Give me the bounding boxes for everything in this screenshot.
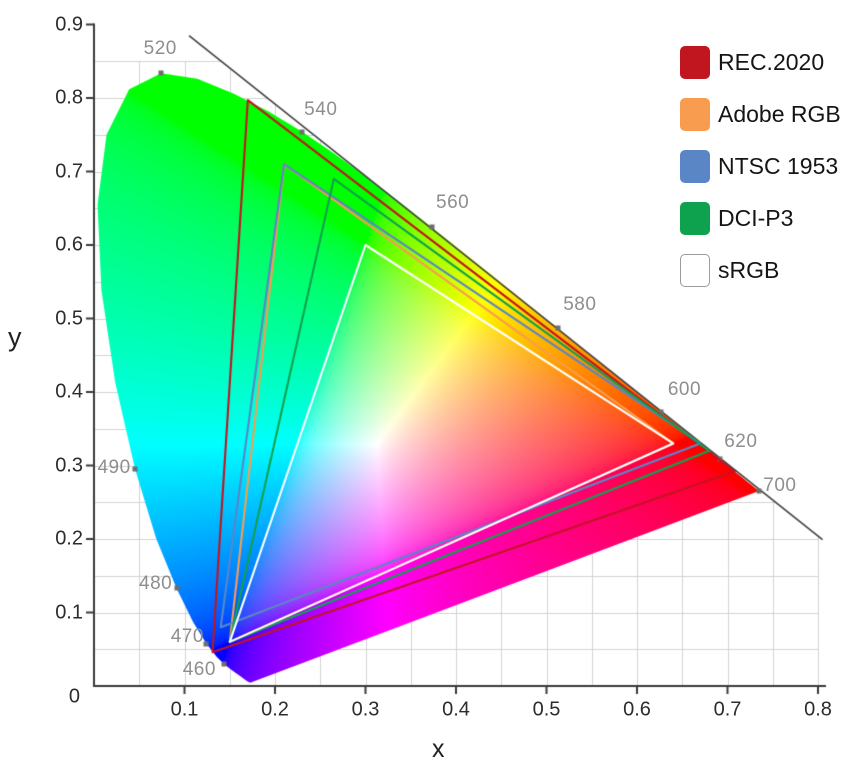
legend-item-dci-p3: DCI-P3: [680, 202, 841, 235]
legend-label-dci-p3: DCI-P3: [718, 205, 794, 231]
x-axis-title: x: [432, 735, 445, 763]
legend-label-ntsc-1953: NTSC 1953: [718, 153, 839, 179]
legend-swatch-dci-p3: [680, 202, 710, 235]
legend-swatch-ntsc-1953: [680, 150, 710, 183]
legend-label-srgb: sRGB: [718, 257, 780, 283]
legend-swatch-srgb: [680, 254, 710, 287]
legend-swatch-adobe-rgb: [680, 98, 710, 131]
y-axis-title: y: [8, 322, 22, 352]
legend-item-adobe-rgb: Adobe RGB: [680, 98, 841, 131]
legend-item-rec-2020: REC.2020: [680, 46, 841, 79]
legend-label-rec-2020: REC.2020: [718, 49, 825, 75]
legend-label-adobe-rgb: Adobe RGB: [718, 101, 841, 127]
legend: REC.2020 Adobe RGB NTSC 1953 DCI-P3 sRGB: [680, 46, 841, 306]
legend-item-ntsc-1953: NTSC 1953: [680, 150, 841, 183]
legend-item-srgb: sRGB: [680, 254, 841, 287]
legend-swatch-rec-2020: [680, 46, 710, 79]
